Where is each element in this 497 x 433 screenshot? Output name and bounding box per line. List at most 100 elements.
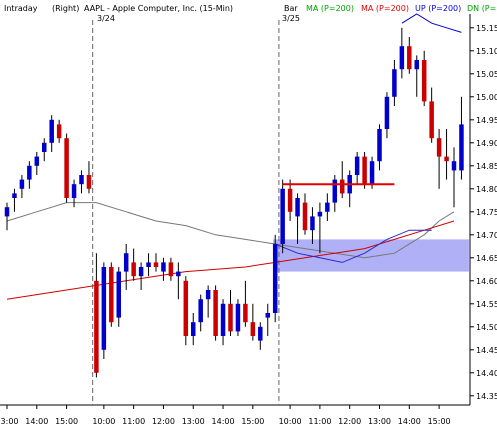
- candle-body: [362, 156, 367, 185]
- day1-label: 3/24: [97, 14, 115, 23]
- y-tick-label: 14.80: [476, 185, 497, 194]
- y-tick-label: 14.35: [476, 392, 497, 401]
- candle-body: [377, 129, 382, 162]
- candle-body: [459, 124, 464, 171]
- y-tick-label: 15.15: [476, 24, 497, 33]
- y-tick-label: 14.95: [476, 116, 497, 125]
- candle-body: [86, 175, 92, 189]
- y-tick-label: 14.65: [476, 254, 497, 263]
- candle-body: [49, 119, 54, 143]
- candle-body: [421, 60, 427, 102]
- candle-body: [213, 290, 218, 336]
- candle-body: [354, 156, 360, 175]
- candle-body: [19, 179, 25, 189]
- y-tick-label: 15.10: [476, 47, 497, 56]
- candle-body: [168, 262, 174, 277]
- instrument-title: AAPL - Apple Computer, Inc. (15-Min): [84, 4, 233, 13]
- x-tick-label: 10:00: [279, 417, 302, 426]
- y-tick-label: 14.55: [476, 300, 497, 309]
- x-tick-label: 15:00: [428, 417, 451, 426]
- support-band: [273, 239, 469, 272]
- legend-ma-red: MA (P=200): [361, 4, 409, 13]
- up-blue-line: [401, 13, 462, 33]
- candle-body: [4, 207, 10, 217]
- candle-body: [429, 101, 434, 139]
- candle-body: [79, 175, 84, 185]
- y-tick-label: 14.40: [476, 369, 497, 378]
- candle-body: [205, 290, 211, 300]
- candle-body: [42, 142, 47, 152]
- ma-gray-line: [6, 202, 455, 259]
- candle-body: [116, 271, 121, 318]
- candle-body: [183, 280, 189, 336]
- legend-dn: DN (P=200): [467, 4, 497, 13]
- side-label: (Right): [52, 4, 79, 13]
- candle-body: [94, 280, 99, 373]
- support-band-rect: [273, 239, 469, 272]
- candle-body: [340, 179, 345, 194]
- candle-body: [64, 138, 69, 198]
- candle-body: [436, 138, 442, 157]
- candle-body: [332, 179, 338, 203]
- candle-body: [131, 262, 136, 277]
- candle-body: [369, 161, 375, 185]
- bar-label: Bar: [284, 4, 298, 13]
- y-tick-label: 14.85: [476, 162, 497, 171]
- candles: [4, 27, 464, 378]
- x-tick-label: 15:00: [241, 417, 264, 426]
- candle-body: [109, 267, 114, 323]
- legend-up: UP (P=200): [415, 4, 461, 13]
- candle-body: [12, 193, 17, 198]
- y-tick-label: 14.45: [476, 346, 497, 355]
- y-axis-ticks: 14.35 14.40 14.45 14.50 14.55 14.60 14.65 14.70…: [470, 24, 497, 401]
- x-tick-label: 11:00: [122, 417, 145, 426]
- candle-body: [384, 96, 390, 129]
- candle-body: [451, 161, 457, 171]
- candle-body: [34, 156, 40, 166]
- candle-body: [153, 262, 159, 267]
- session-breaks: [92, 20, 280, 405]
- candle-body: [272, 244, 278, 313]
- y-tick-label: 14.75: [476, 208, 497, 217]
- candle-body: [56, 124, 62, 139]
- candle-body: [101, 267, 107, 350]
- x-tick-label: 13:00: [182, 417, 205, 426]
- y-tick-label: 14.90: [476, 139, 497, 148]
- candle-body: [220, 303, 226, 336]
- x-tick-label: 13:00: [368, 417, 391, 426]
- candle-body: [191, 322, 196, 336]
- candle-body: [161, 262, 166, 272]
- day2-label: 3/25: [282, 14, 300, 23]
- x-tick-label: 13:00: [0, 417, 19, 426]
- candle-body: [295, 198, 300, 217]
- candle-body: [399, 46, 405, 70]
- y-tick-label: 14.60: [476, 277, 497, 286]
- y-tick-label: 14.70: [476, 231, 497, 240]
- y-tick-label: 15.05: [476, 70, 497, 79]
- x-tick-label: 10:00: [92, 417, 115, 426]
- x-tick-label: 14:00: [212, 417, 235, 426]
- candle-body: [317, 211, 323, 217]
- legend-ma-green: MA (P=200): [306, 4, 354, 13]
- x-tick-label: 11:00: [308, 417, 331, 426]
- candle-body: [287, 188, 293, 212]
- band-blue-line: [275, 229, 432, 263]
- candle-body: [123, 253, 129, 272]
- x-tick-label: 15:00: [55, 417, 78, 426]
- candle-body: [71, 184, 77, 198]
- y-tick-label: 15.00: [476, 93, 497, 102]
- candle-body: [258, 326, 263, 341]
- candle-body: [176, 271, 181, 277]
- x-tick-label: 12:00: [338, 417, 361, 426]
- y-tick-label: 14.50: [476, 323, 497, 332]
- candle-body: [302, 202, 308, 231]
- candle-body: [325, 202, 330, 212]
- candle-body: [265, 313, 270, 318]
- indicator-lines: [6, 13, 462, 300]
- candle-body: [250, 322, 256, 336]
- candle-body: [27, 165, 32, 180]
- x-tick-label: 14:00: [398, 417, 421, 426]
- candle-body: [444, 156, 449, 162]
- candle-body: [407, 46, 412, 70]
- candle-body: [235, 303, 241, 332]
